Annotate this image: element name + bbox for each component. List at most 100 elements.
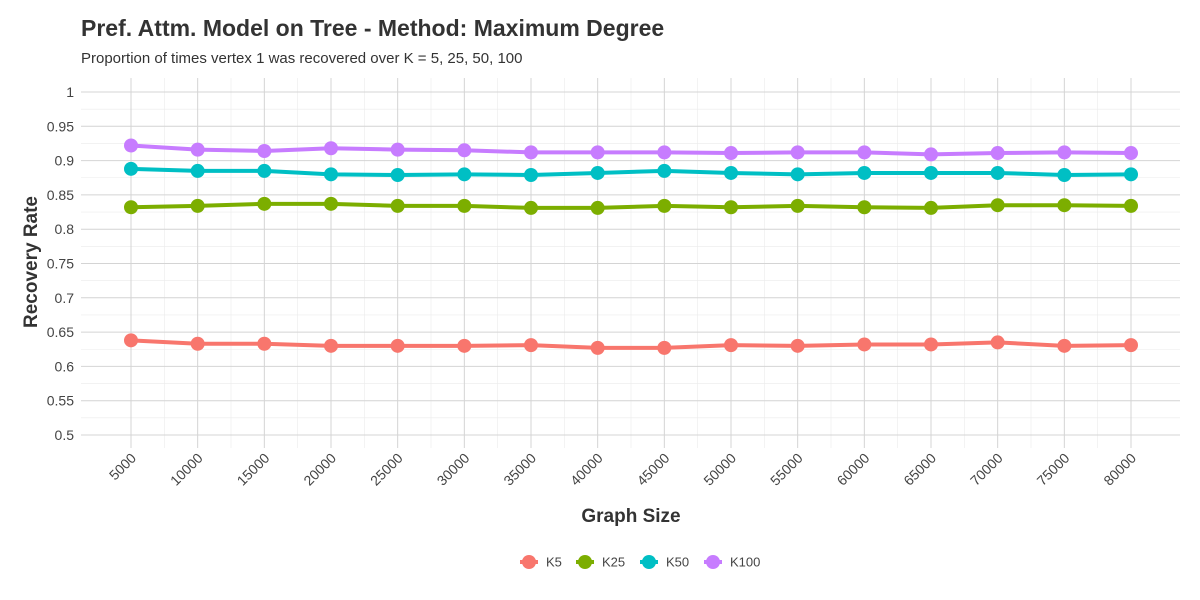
- legend-key-point: [578, 555, 592, 569]
- data-point: [724, 338, 738, 353]
- legend-key-point: [706, 555, 720, 569]
- x-tick-label: 70000: [967, 450, 1006, 489]
- legend-label: K100: [730, 555, 760, 570]
- data-point: [390, 168, 405, 183]
- x-axis-ticks: 5000 10000 15000 20000 25000 30000 35000 40000 4…: [106, 450, 1139, 489]
- data-point: [524, 338, 538, 353]
- data-point: [124, 161, 138, 176]
- data-point: [790, 167, 805, 182]
- y-tick-label: 1: [66, 84, 74, 100]
- series-K25: [124, 196, 1138, 215]
- y-tick-label: 0.5: [55, 427, 75, 443]
- x-tick-label: 55000: [767, 450, 806, 489]
- data-point: [124, 333, 138, 348]
- data-point: [524, 145, 538, 160]
- data-point: [924, 337, 938, 352]
- legend-label: K25: [602, 555, 625, 570]
- legend-label: K50: [666, 555, 689, 570]
- legend-item-K50: K50: [640, 555, 689, 570]
- data-point: [257, 163, 272, 178]
- grid: [81, 78, 1180, 448]
- data-point: [790, 338, 805, 353]
- y-tick-label: 0.8: [55, 221, 75, 237]
- data-point: [1124, 338, 1138, 353]
- series-K5: [124, 333, 1138, 355]
- y-axis-title: Recovery Rate: [21, 196, 42, 328]
- data-point: [924, 147, 938, 162]
- legend-key-point: [522, 555, 536, 569]
- y-tick-label: 0.7: [55, 290, 75, 306]
- data-point: [457, 198, 472, 213]
- legend-label: K5: [546, 555, 562, 570]
- data-point: [724, 146, 738, 161]
- data-point: [1124, 146, 1138, 161]
- series-line: [129, 143, 1133, 157]
- data-point: [524, 168, 538, 183]
- legend-item-K100: K100: [704, 555, 760, 570]
- x-tick-label: 60000: [834, 450, 873, 489]
- data-point: [257, 196, 272, 211]
- data-point: [590, 340, 605, 355]
- data-point: [1057, 145, 1072, 160]
- chart-title: Pref. Attm. Model on Tree - Method: Maxi…: [81, 15, 665, 41]
- data-point: [1124, 198, 1138, 213]
- x-tick-label: 10000: [167, 450, 206, 489]
- y-axis-ticks: 0.5 0.55 0.6 0.65 0.7 0.75 0.8 0.85 0.9 0.95 1: [47, 84, 74, 443]
- data-point: [924, 200, 938, 215]
- data-point: [657, 145, 672, 160]
- data-point: [657, 163, 672, 178]
- data-point: [457, 338, 472, 353]
- series: [124, 138, 1138, 355]
- x-tick-label: 35000: [500, 450, 539, 489]
- x-tick-label: 50000: [700, 450, 739, 489]
- x-tick-label: 20000: [300, 450, 339, 489]
- data-point: [790, 198, 805, 213]
- data-point: [190, 336, 205, 351]
- data-point: [657, 340, 672, 355]
- series-K100: [124, 138, 1138, 162]
- data-point: [1057, 168, 1072, 183]
- data-point: [590, 200, 605, 215]
- data-point: [857, 337, 872, 352]
- x-tick-label: 75000: [1034, 450, 1073, 489]
- data-point: [857, 165, 872, 180]
- data-point: [590, 145, 605, 160]
- series-line: [129, 338, 1133, 350]
- legend-item-K25: K25: [576, 555, 625, 570]
- data-point: [324, 141, 338, 156]
- data-point: [257, 143, 272, 158]
- data-point: [924, 165, 938, 180]
- data-point: [190, 198, 205, 213]
- y-tick-label: 0.55: [47, 393, 74, 409]
- data-point: [390, 198, 405, 213]
- data-point: [324, 196, 338, 211]
- x-tick-label: 45000: [634, 450, 673, 489]
- data-point: [190, 163, 205, 178]
- legend: K5 K25 K50 K100: [520, 555, 760, 570]
- y-tick-label: 0.65: [47, 324, 74, 340]
- data-point: [457, 143, 472, 158]
- x-tick-label: 30000: [434, 450, 473, 489]
- data-point: [724, 165, 738, 180]
- data-point: [1057, 198, 1072, 213]
- series-line: [129, 166, 1133, 178]
- data-point: [990, 146, 1005, 161]
- x-tick-label: 15000: [234, 450, 273, 489]
- data-point: [190, 142, 205, 157]
- data-point: [324, 338, 338, 353]
- chart-subtitle: Proportion of times vertex 1 was recover…: [81, 50, 523, 67]
- y-tick-label: 0.9: [55, 153, 75, 169]
- data-point: [257, 336, 272, 351]
- legend-item-K5: K5: [520, 555, 562, 570]
- x-tick-label: 80000: [1100, 450, 1139, 489]
- x-tick-label: 25000: [367, 450, 406, 489]
- x-tick-label: 65000: [900, 450, 939, 489]
- data-point: [657, 198, 672, 213]
- y-tick-label: 0.85: [47, 187, 74, 203]
- data-point: [990, 198, 1005, 213]
- data-point: [390, 142, 405, 157]
- x-axis-title: Graph Size: [581, 506, 680, 527]
- data-point: [1124, 167, 1138, 182]
- data-point: [857, 145, 872, 160]
